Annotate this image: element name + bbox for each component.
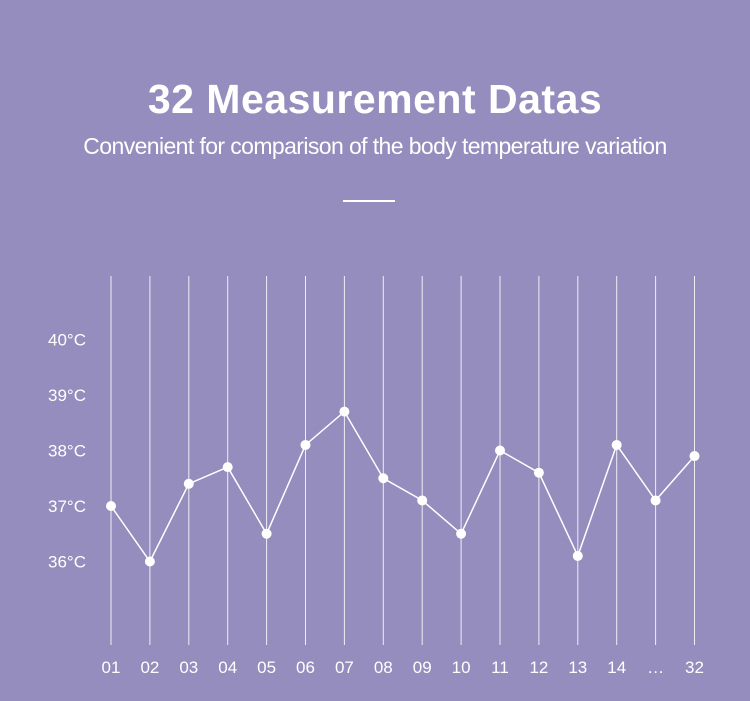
x-tick-label: 14 bbox=[607, 658, 626, 677]
chart-subtitle: Convenient for comparison of the body te… bbox=[83, 133, 667, 159]
y-tick-label: 36°C bbox=[48, 553, 86, 572]
data-point bbox=[456, 528, 467, 539]
data-point bbox=[300, 439, 311, 450]
title-divider bbox=[343, 200, 395, 202]
data-point bbox=[144, 556, 155, 567]
data-point bbox=[611, 439, 622, 450]
y-tick-label: 38°C bbox=[48, 442, 86, 461]
data-point bbox=[650, 495, 661, 506]
data-point bbox=[689, 451, 700, 462]
data-point bbox=[533, 467, 544, 478]
x-tick-label: 04 bbox=[218, 658, 237, 677]
y-tick-label: 39°C bbox=[48, 386, 86, 405]
x-tick-label: 10 bbox=[452, 658, 471, 677]
data-point bbox=[183, 478, 194, 489]
y-tick-label: 37°C bbox=[48, 497, 86, 516]
data-point bbox=[222, 462, 233, 473]
data-point bbox=[572, 550, 583, 561]
x-tick-label: 32 bbox=[685, 658, 704, 677]
data-point bbox=[495, 445, 505, 456]
data-point bbox=[378, 473, 389, 484]
data-point bbox=[261, 528, 272, 539]
x-tick-label: 08 bbox=[374, 658, 393, 677]
x-tick-label: 11 bbox=[491, 658, 509, 677]
x-tick-label: 02 bbox=[140, 658, 159, 677]
x-tick-label: 06 bbox=[296, 658, 315, 677]
chart-title: 32 Measurement Datas bbox=[147, 76, 603, 122]
y-tick-label: 40°C bbox=[48, 331, 86, 350]
x-tick-label: … bbox=[647, 658, 664, 677]
data-point bbox=[417, 495, 428, 506]
x-tick-label: 07 bbox=[335, 658, 354, 677]
series-line bbox=[110, 410, 696, 563]
x-tick-label: 01 bbox=[102, 658, 121, 677]
data-point bbox=[106, 501, 116, 511]
x-tick-label: 03 bbox=[179, 658, 198, 677]
x-tick-label: 05 bbox=[257, 658, 276, 677]
x-tick-label: 12 bbox=[529, 658, 548, 677]
data-point bbox=[339, 406, 350, 417]
x-tick-label: 09 bbox=[413, 658, 432, 677]
x-tick-label: 13 bbox=[568, 658, 587, 677]
